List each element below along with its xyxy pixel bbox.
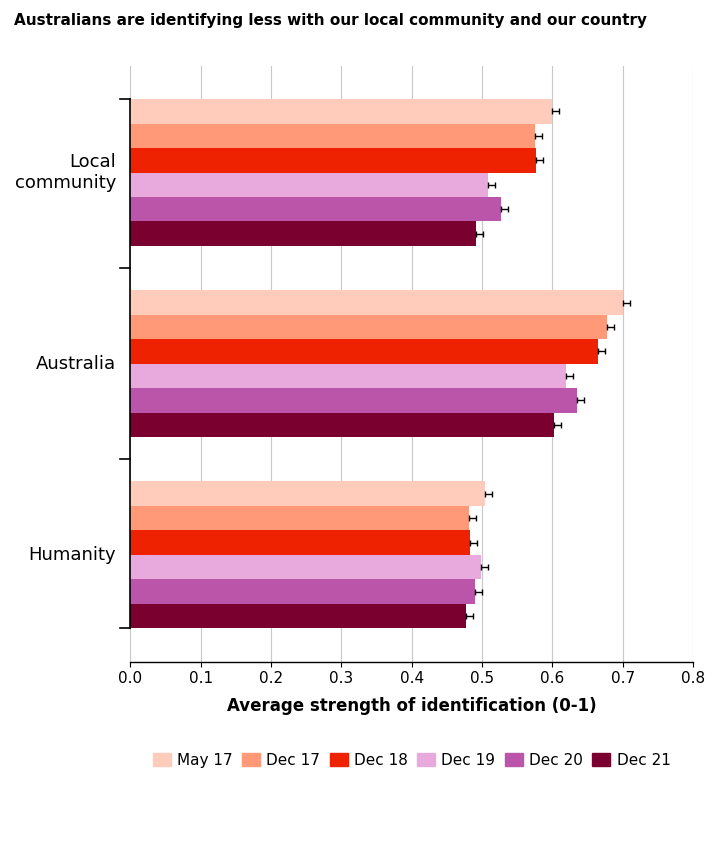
Bar [130, 197, 501, 221]
Bar [130, 148, 536, 173]
Bar [130, 481, 485, 506]
Bar [130, 99, 552, 124]
Bar [130, 604, 467, 628]
Bar [130, 221, 477, 246]
Legend: May 17, Dec 17, Dec 18, Dec 19, Dec 20, Dec 21: May 17, Dec 17, Dec 18, Dec 19, Dec 20, … [147, 746, 677, 774]
Bar [130, 340, 598, 363]
Bar [130, 579, 475, 604]
Bar [130, 555, 480, 579]
Bar [130, 530, 470, 555]
Bar [130, 291, 623, 315]
Text: Australians are identifying less with our local community and our country: Australians are identifying less with ou… [14, 13, 647, 28]
X-axis label: Average strength of identification (0-1): Average strength of identification (0-1) [227, 697, 596, 716]
Bar [130, 124, 535, 148]
Bar [130, 506, 469, 530]
Bar [130, 315, 607, 340]
Bar [130, 388, 577, 412]
Bar [130, 412, 554, 437]
Bar [130, 363, 567, 388]
Bar [130, 173, 487, 197]
